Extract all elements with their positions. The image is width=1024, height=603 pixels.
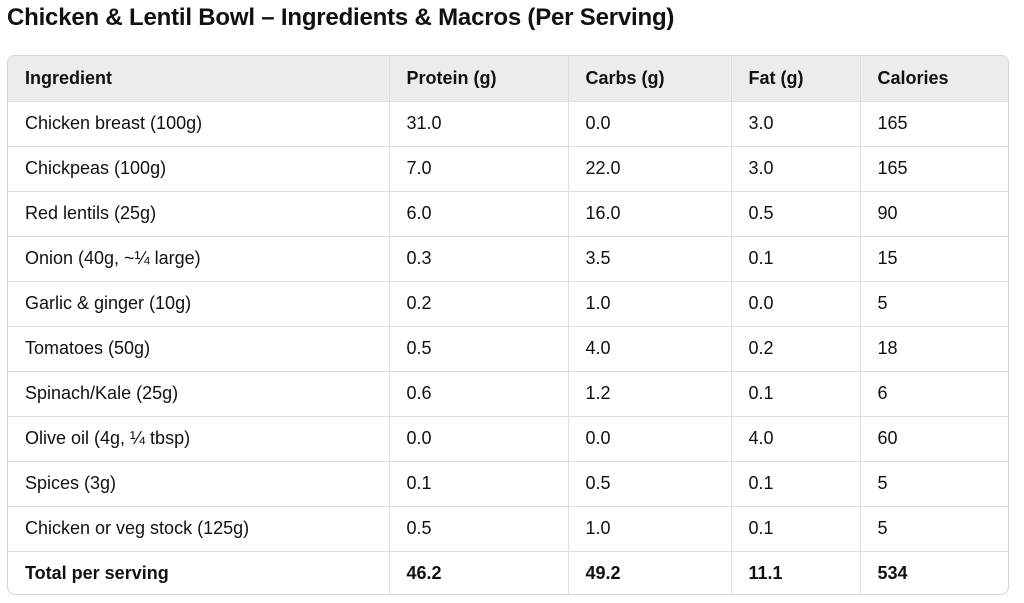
total-row: Total per serving 46.2 49.2 11.1 534	[8, 551, 1008, 594]
cell-fat: 3.0	[731, 101, 861, 147]
cell-fat: 0.1	[731, 506, 861, 552]
macros-table: Ingredient Protein (g) Carbs (g) Fat (g)…	[8, 56, 1008, 594]
cell-calories: 165	[860, 146, 1008, 192]
cell-fat: 0.1	[731, 236, 861, 282]
cell-protein: 0.5	[389, 326, 569, 372]
cell-calories: 15	[860, 236, 1008, 282]
cell-protein: 0.5	[389, 506, 569, 552]
cell-ingredient: Tomatoes (50g)	[8, 326, 390, 372]
table-row: Olive oil (4g, ¼ tbsp) 0.0 0.0 4.0 60	[8, 416, 1008, 462]
header-fat: Fat (g)	[731, 56, 861, 102]
cell-ingredient: Garlic & ginger (10g)	[8, 281, 390, 327]
cell-fat: 4.0	[731, 416, 861, 462]
cell-carbs: 0.5	[568, 461, 732, 507]
cell-protein: 7.0	[389, 146, 569, 192]
macros-table-container: Ingredient Protein (g) Carbs (g) Fat (g)…	[7, 55, 1009, 595]
cell-ingredient: Olive oil (4g, ¼ tbsp)	[8, 416, 390, 462]
cell-calories: 90	[860, 191, 1008, 237]
cell-calories: 60	[860, 416, 1008, 462]
header-protein: Protein (g)	[389, 56, 569, 102]
cell-ingredient: Chicken breast (100g)	[8, 101, 390, 147]
cell-carbs: 1.0	[568, 506, 732, 552]
header-carbs: Carbs (g)	[568, 56, 732, 102]
cell-carbs: 3.5	[568, 236, 732, 282]
cell-carbs: 1.2	[568, 371, 732, 417]
header-ingredient: Ingredient	[8, 56, 390, 102]
cell-calories: 5	[860, 461, 1008, 507]
cell-protein: 0.3	[389, 236, 569, 282]
cell-ingredient: Spices (3g)	[8, 461, 390, 507]
cell-protein: 31.0	[389, 101, 569, 147]
table-row: Spinach/Kale (25g) 0.6 1.2 0.1 6	[8, 371, 1008, 417]
cell-fat: 3.0	[731, 146, 861, 192]
total-calories: 534	[877, 563, 908, 584]
cell-ingredient: Chicken or veg stock (125g)	[8, 506, 390, 552]
cell-protein: 0.0	[389, 416, 569, 462]
table-row: Chicken or veg stock (125g) 0.5 1.0 0.1 …	[8, 506, 1008, 552]
table-row: Chickpeas (100g) 7.0 22.0 3.0 165	[8, 146, 1008, 192]
cell-ingredient: Onion (40g, ~¼ large)	[8, 236, 390, 282]
total-carbs: 49.2	[568, 551, 732, 594]
cell-fat: 0.0	[731, 281, 861, 327]
cell-ingredient: Red lentils (25g)	[8, 191, 390, 237]
header-calories: Calories	[860, 56, 1008, 102]
cell-calories: 6	[860, 371, 1008, 417]
cell-fat: 0.1	[731, 461, 861, 507]
cell-ingredient: Chickpeas (100g)	[8, 146, 390, 192]
total-fat: 11.1	[731, 551, 861, 594]
total-label: Total per serving	[8, 551, 390, 594]
cell-ingredient: Spinach/Kale (25g)	[8, 371, 390, 417]
table-row: Spices (3g) 0.1 0.5 0.1 5	[8, 461, 1008, 507]
table-row: Red lentils (25g) 6.0 16.0 0.5 90	[8, 191, 1008, 237]
page-title: Chicken & Lentil Bowl – Ingredients & Ma…	[7, 4, 675, 31]
table-header-row: Ingredient Protein (g) Carbs (g) Fat (g)…	[8, 56, 1008, 102]
cell-fat: 0.5	[731, 191, 861, 237]
cell-fat: 0.1	[731, 371, 861, 417]
cell-carbs: 0.0	[568, 416, 732, 462]
cell-calories: 165	[860, 101, 1008, 147]
cell-calories: 5	[860, 281, 1008, 327]
cell-carbs: 4.0	[568, 326, 732, 372]
table-row: Chicken breast (100g) 31.0 0.0 3.0 165	[8, 101, 1008, 147]
table-row: Garlic & ginger (10g) 0.2 1.0 0.0 5	[8, 281, 1008, 327]
cell-carbs: 0.0	[568, 101, 732, 147]
cell-protein: 0.6	[389, 371, 569, 417]
table-row: Tomatoes (50g) 0.5 4.0 0.2 18	[8, 326, 1008, 372]
cell-fat: 0.2	[731, 326, 861, 372]
cell-carbs: 22.0	[568, 146, 732, 192]
total-protein: 46.2	[389, 551, 569, 594]
table-row: Onion (40g, ~¼ large) 0.3 3.5 0.1 15	[8, 236, 1008, 282]
cell-calories: 18	[860, 326, 1008, 372]
cell-protein: 0.1	[389, 461, 569, 507]
cell-protein: 6.0	[389, 191, 569, 237]
cell-carbs: 1.0	[568, 281, 732, 327]
cell-calories: 5	[860, 506, 1008, 552]
cell-protein: 0.2	[389, 281, 569, 327]
cell-carbs: 16.0	[568, 191, 732, 237]
